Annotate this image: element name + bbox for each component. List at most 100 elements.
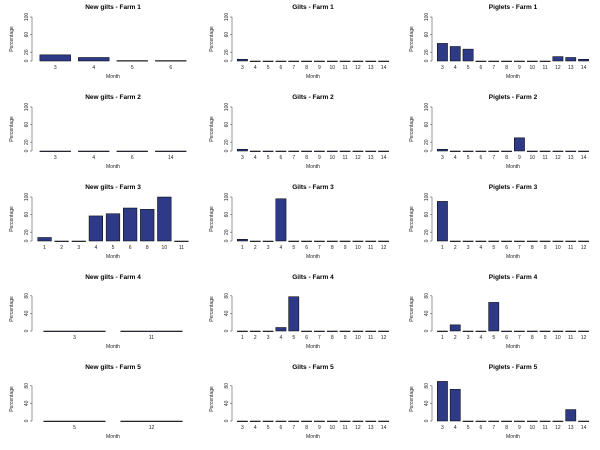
y-tick-label: 100: [24, 103, 30, 112]
y-tick-label: 20: [424, 49, 430, 55]
x-tick-label: 4: [454, 65, 457, 71]
x-tick-label: 5: [73, 425, 76, 431]
x-tick-label: 8: [146, 245, 149, 251]
x-tick-label: 10: [555, 245, 561, 251]
x-tick-label: 4: [454, 155, 457, 161]
subplot-title: Piglets - Farm 2: [489, 94, 538, 101]
x-axis-label: Month: [106, 344, 120, 350]
subplot-4: New gilts - Farm 2 0 20 60 100 Percentage 3 4 6 1…: [9, 94, 187, 170]
x-tick-label: 8: [305, 425, 308, 431]
x-tick-label: 8: [531, 245, 534, 251]
bar: [475, 60, 487, 62]
x-tick-label: 2: [454, 335, 457, 341]
y-tick-label: 60: [24, 212, 30, 218]
bar: [43, 420, 106, 422]
bar: [249, 330, 261, 332]
x-axis-label: Month: [506, 254, 520, 260]
x-tick-label: 14: [381, 425, 387, 431]
subplot-title: Piglets - Farm 4: [489, 274, 538, 281]
bar: [526, 240, 538, 242]
y-tick-label: 100: [224, 103, 230, 112]
x-tick-label: 3: [267, 335, 270, 341]
bar: [462, 240, 474, 242]
y-axis-label: Percentage: [209, 386, 215, 412]
x-tick-label: 2: [60, 245, 63, 251]
x-tick-label: 9: [318, 65, 321, 71]
bar: [514, 60, 525, 62]
y-axis-label: Percentage: [409, 386, 415, 412]
x-tick-label: 3: [441, 155, 444, 161]
x-tick-label: 1: [43, 245, 46, 251]
bar: [88, 215, 103, 242]
x-tick-label: 6: [505, 245, 508, 251]
x-tick-label: 14: [581, 65, 587, 71]
bar: [339, 60, 351, 62]
y-tick-label: 60: [224, 122, 230, 128]
bar: [71, 240, 86, 242]
x-tick-label: 9: [544, 335, 547, 341]
x-tick-label: 10: [529, 425, 535, 431]
bar: [39, 150, 71, 152]
x-axis-label: Month: [106, 254, 120, 260]
bar: [526, 150, 538, 152]
x-tick-label: 7: [492, 155, 495, 161]
x-tick-label: 10: [529, 65, 535, 71]
x-tick-label: 5: [267, 425, 270, 431]
subplot-10: New gilts - Farm 4 0 40 80 Percentage 3 11 Mont…: [9, 274, 183, 350]
x-tick-label: 12: [581, 245, 587, 251]
y-tick-label: 0: [24, 329, 30, 332]
x-tick-label: 6: [480, 155, 483, 161]
bar: [514, 137, 525, 152]
bar: [288, 150, 300, 152]
bar: [301, 420, 312, 422]
x-tick-label: 11: [368, 245, 373, 251]
y-tick-label: 100: [424, 13, 430, 22]
x-tick-label: 14: [381, 155, 387, 161]
bar: [437, 43, 448, 62]
x-tick-label: 5: [467, 425, 470, 431]
bar: [539, 420, 551, 422]
bar: [578, 150, 589, 152]
y-tick-label: 0: [24, 239, 30, 242]
bar: [501, 150, 512, 152]
bar: [326, 330, 338, 332]
bar: [249, 420, 261, 422]
x-tick-label: 7: [492, 65, 495, 71]
x-tick-label: 6: [480, 425, 483, 431]
y-tick-label: 80: [424, 383, 430, 389]
bar: [449, 150, 461, 152]
y-tick-label: 0: [224, 329, 230, 332]
bar: [275, 150, 287, 152]
bar: [116, 150, 148, 152]
bar: [539, 60, 551, 62]
x-axis-label: Month: [506, 164, 520, 170]
bar: [501, 60, 512, 62]
x-tick-label: 8: [505, 155, 508, 161]
bar: [301, 240, 312, 242]
bar: [578, 58, 589, 62]
bar: [301, 150, 312, 152]
x-axis-label: Month: [306, 434, 320, 440]
bar: [565, 150, 577, 152]
subplot-2: Gilts - Farm 1 0 20 60 100 Percentage 3 4 5 6 7 8 9 1…: [209, 4, 389, 80]
bar: [249, 60, 261, 62]
x-tick-label: 6: [505, 335, 508, 341]
bar: [462, 330, 474, 332]
x-tick-label: 9: [344, 335, 347, 341]
y-tick-label: 60: [224, 32, 230, 38]
x-axis-label: Month: [106, 164, 120, 170]
x-tick-label: 4: [480, 245, 483, 251]
x-tick-label: 11: [342, 65, 347, 71]
x-tick-label: 3: [267, 245, 270, 251]
bar: [339, 150, 351, 152]
x-tick-label: 7: [492, 425, 495, 431]
x-tick-label: 5: [112, 245, 115, 251]
bar: [120, 420, 183, 422]
x-tick-label: 5: [292, 335, 295, 341]
x-tick-label: 12: [381, 335, 387, 341]
bar: [123, 207, 138, 242]
subplot-14: Gilts - Farm 5 0 40 80 Percentage 3 4 5 6 7 8 9 10 11…: [209, 364, 389, 440]
y-tick-label: 40: [24, 310, 30, 316]
x-tick-label: 1: [441, 245, 444, 251]
